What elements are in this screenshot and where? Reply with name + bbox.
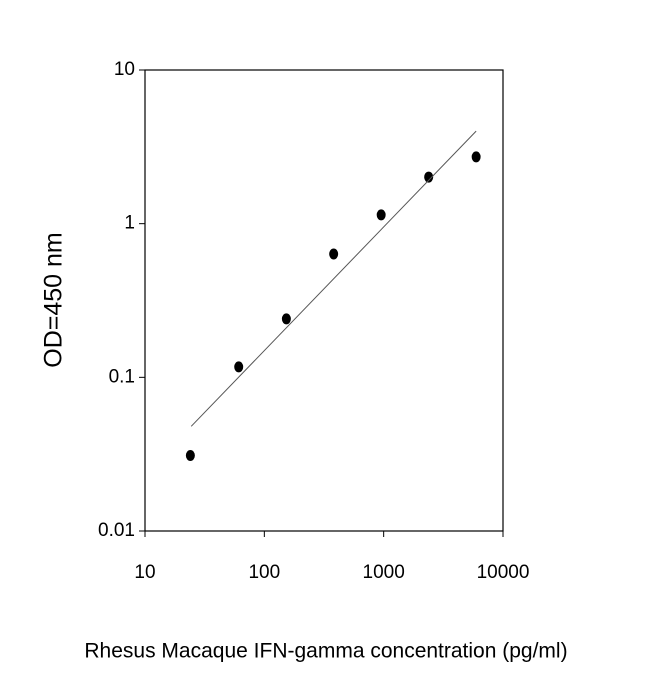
- x-tick-label: 10: [134, 562, 155, 583]
- data-point: [329, 248, 339, 260]
- x-tick-label: 10000: [477, 562, 530, 583]
- x-tick-label: 1000: [363, 562, 405, 583]
- y-tick-label: 10: [114, 59, 135, 80]
- y-axis-label: OD=450 nm: [40, 232, 68, 368]
- data-point: [234, 361, 244, 373]
- x-tick-label: 100: [248, 562, 280, 583]
- fit-line: [190, 130, 477, 427]
- data-point: [376, 209, 386, 221]
- data-point: [281, 313, 291, 325]
- y-tick-label: 0.1: [109, 366, 135, 387]
- y-tick-label: 1: [124, 213, 135, 234]
- y-tick-label: 0.01: [98, 520, 135, 541]
- data-point: [185, 449, 195, 461]
- x-axis-label: Rhesus Macaque IFN-gamma concentration (…: [84, 640, 567, 663]
- data-point: [471, 151, 481, 163]
- plot-frame: [144, 69, 504, 532]
- data-point: [424, 171, 434, 183]
